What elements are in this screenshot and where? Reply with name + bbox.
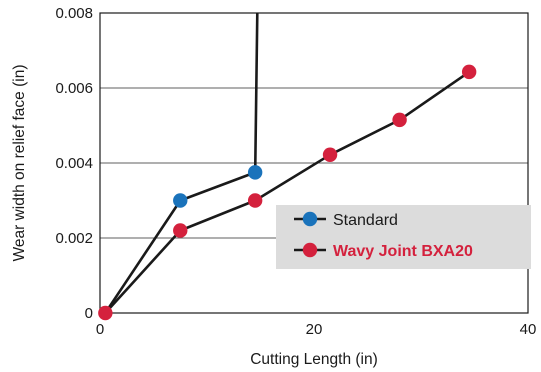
data-point (173, 223, 188, 238)
legend: Standard Wavy Joint BXA20 (276, 205, 531, 269)
legend-items: Standard Wavy Joint BXA20 (294, 211, 473, 260)
series-line (104, 70, 470, 314)
data-point (461, 64, 477, 80)
legend-label: Standard (333, 212, 398, 229)
x-tick-label: 20 (306, 321, 323, 338)
y-axis-label: Wear width on relief face (in) (11, 65, 28, 262)
legend-box (276, 205, 531, 269)
y-axis-ticks: 0 0.002 0.004 0.006 0.008 (55, 5, 93, 322)
series-0 (104, 12, 259, 314)
series-1 (104, 70, 470, 314)
series-line (104, 12, 259, 314)
x-axis-ticks: 0 20 40 (96, 321, 537, 338)
legend-marker (302, 211, 318, 227)
data-point (392, 112, 407, 128)
legend-label: Wavy Joint BXA20 (333, 243, 473, 260)
y-tick-label: 0.008 (55, 5, 93, 22)
x-axis-label: Cutting Length (in) (250, 351, 378, 368)
plot-frame (99, 12, 529, 314)
data-point (247, 193, 263, 208)
data-point (247, 165, 263, 180)
y-tick-label: 0 (85, 305, 93, 322)
y-tick-label: 0.006 (55, 80, 93, 97)
y-tick-label: 0.004 (55, 155, 93, 172)
series (98, 12, 477, 321)
x-tick-label: 40 (520, 321, 537, 338)
data-point (322, 147, 338, 162)
x-tick-label: 0 (96, 321, 104, 338)
data-point (173, 193, 188, 208)
legend-marker (302, 242, 318, 258)
data-point (98, 305, 113, 321)
y-tick-label: 0.002 (55, 230, 93, 247)
